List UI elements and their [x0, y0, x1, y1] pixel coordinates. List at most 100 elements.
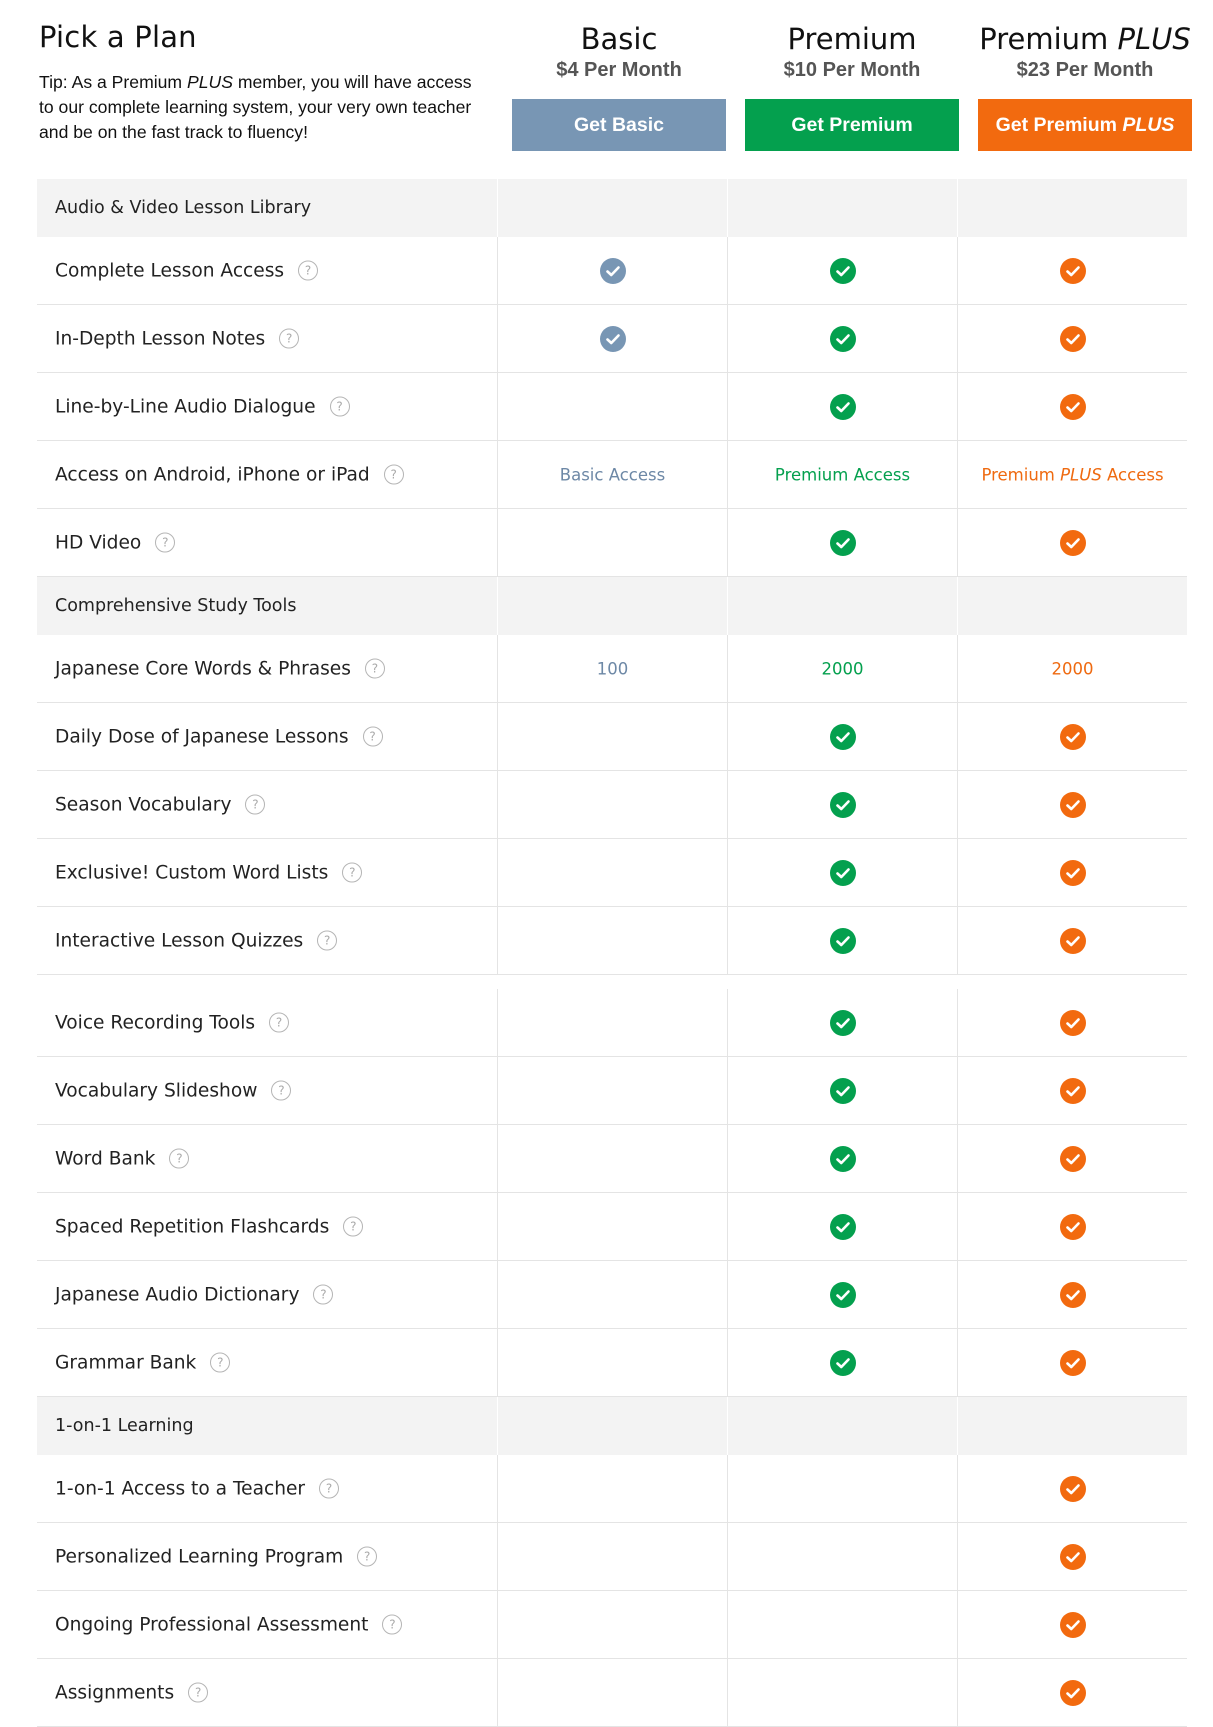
help-icon[interactable]: ?	[298, 260, 319, 281]
get-premium-plus-button[interactable]: Get Premium PLUS	[978, 99, 1192, 151]
help-icon[interactable]: ?	[210, 1352, 231, 1373]
feature-label: Personalized Learning Program?	[55, 1546, 378, 1567]
feature-row: 1-on-1 Access to a Teacher?	[37, 1455, 1187, 1523]
check-icon	[829, 529, 856, 556]
feature-label-cell: Complete Lesson Access?	[37, 237, 497, 304]
cell-premium-plus: Premium PLUS Access	[957, 441, 1187, 508]
help-icon[interactable]: ?	[382, 1614, 403, 1635]
feature-row: Vocabulary Slideshow?	[37, 1057, 1187, 1125]
help-icon[interactable]: ?	[313, 1284, 334, 1305]
cell-premium	[727, 989, 957, 1056]
check-icon	[1059, 1611, 1086, 1638]
cell-premium	[727, 839, 957, 906]
feature-row: HD Video?	[37, 509, 1187, 577]
feature-label-cell: Personalized Learning Program?	[37, 1523, 497, 1590]
feature-name: HD Video	[55, 532, 142, 553]
help-icon[interactable]: ?	[329, 396, 350, 417]
help-icon[interactable]: ?	[169, 1148, 190, 1169]
help-icon[interactable]: ?	[155, 532, 176, 553]
section-header-row: Audio & Video Lesson Library	[37, 179, 1187, 237]
feature-name: Japanese Core Words & Phrases	[55, 658, 351, 679]
help-icon[interactable]: ?	[342, 862, 363, 883]
feature-name: Personalized Learning Program	[55, 1546, 344, 1567]
feature-label: Grammar Bank?	[55, 1352, 231, 1373]
cell-basic	[497, 839, 727, 906]
check-icon	[1059, 325, 1086, 352]
help-icon[interactable]: ?	[319, 1478, 340, 1499]
cell-premium-plus	[957, 1455, 1187, 1522]
help-icon[interactable]: ?	[245, 794, 266, 815]
plan-tip: Tip: As a Premium PLUS member, you will …	[39, 70, 489, 145]
cell-premium-plus	[957, 1659, 1187, 1726]
cell-basic	[497, 703, 727, 770]
feature-value-basic: Basic Access	[559, 465, 666, 484]
cell-basic	[497, 771, 727, 838]
tip-suffix: member, you will have access to our comp…	[39, 72, 472, 142]
check-icon	[599, 325, 626, 352]
check-icon	[829, 1145, 856, 1172]
cell-basic	[497, 1193, 727, 1260]
feature-name: Vocabulary Slideshow	[55, 1080, 258, 1101]
cell-basic	[497, 509, 727, 576]
feature-label: Japanese Core Words & Phrases?	[55, 658, 385, 679]
help-icon[interactable]: ?	[362, 726, 383, 747]
cell-premium	[727, 237, 957, 304]
section-title: Comprehensive Study Tools	[55, 596, 297, 616]
section-label-cell: Comprehensive Study Tools	[37, 577, 497, 635]
feature-name: Interactive Lesson Quizzes	[55, 930, 304, 951]
feature-row: Access on Android, iPhone or iPad? Basic …	[37, 441, 1187, 509]
feature-label: Line-by-Line Audio Dialogue?	[55, 396, 350, 417]
cell-premium: Premium Access	[727, 441, 957, 508]
section-cell-premium	[727, 577, 957, 635]
cell-basic	[497, 907, 727, 974]
check-icon	[829, 1213, 856, 1240]
cell-premium-plus	[957, 771, 1187, 838]
check-icon	[829, 927, 856, 954]
help-icon[interactable]: ?	[271, 1080, 292, 1101]
feature-label: Access on Android, iPhone or iPad?	[55, 464, 404, 485]
check-icon	[1059, 723, 1086, 750]
cell-premium-plus	[957, 1523, 1187, 1590]
feature-row: In-Depth Lesson Notes?	[37, 305, 1187, 373]
help-icon[interactable]: ?	[269, 1012, 290, 1033]
feature-row: Complete Lesson Access?	[37, 237, 1187, 305]
help-icon[interactable]: ?	[383, 464, 404, 485]
cell-premium	[727, 509, 957, 576]
check-icon	[1059, 791, 1086, 818]
cell-premium-plus	[957, 1193, 1187, 1260]
feature-label-cell: Word Bank?	[37, 1125, 497, 1192]
check-icon	[599, 257, 626, 284]
cell-basic	[497, 989, 727, 1056]
check-icon	[1059, 1213, 1086, 1240]
feature-value-premium: 2000	[821, 659, 864, 678]
help-icon[interactable]: ?	[343, 1216, 364, 1237]
help-icon[interactable]: ?	[357, 1546, 378, 1567]
help-icon[interactable]: ?	[364, 658, 385, 679]
section-cell-premium-plus	[957, 1397, 1187, 1455]
check-icon	[1059, 257, 1086, 284]
cell-premium	[727, 1523, 957, 1590]
get-premium-button[interactable]: Get Premium	[745, 99, 959, 151]
cell-premium-plus	[957, 1261, 1187, 1328]
feature-label-cell: Season Vocabulary?	[37, 771, 497, 838]
feature-name: Japanese Audio Dictionary	[55, 1284, 300, 1305]
feature-name: Line-by-Line Audio Dialogue	[55, 396, 316, 417]
plan-header-premium: Premium $10 Per Month	[745, 20, 959, 82]
feature-row: Grammar Bank?	[37, 1329, 1187, 1397]
feature-label: Season Vocabulary?	[55, 794, 266, 815]
check-icon	[1059, 1543, 1086, 1570]
feature-name: Complete Lesson Access	[55, 260, 285, 281]
cell-premium: 2000	[727, 635, 957, 702]
cell-basic	[497, 1455, 727, 1522]
check-icon	[1059, 1679, 1086, 1706]
plan-price-premium-plus: $23 Per Month	[1016, 59, 1154, 81]
feature-label: Vocabulary Slideshow?	[55, 1080, 292, 1101]
check-icon	[1059, 1077, 1086, 1104]
check-icon	[1059, 393, 1086, 420]
help-icon[interactable]: ?	[317, 930, 338, 951]
feature-label-cell: Line-by-Line Audio Dialogue?	[37, 373, 497, 440]
feature-label: 1-on-1 Access to a Teacher?	[55, 1478, 340, 1499]
help-icon[interactable]: ?	[279, 328, 300, 349]
check-icon	[1059, 1475, 1086, 1502]
get-basic-button[interactable]: Get Basic	[512, 99, 726, 151]
